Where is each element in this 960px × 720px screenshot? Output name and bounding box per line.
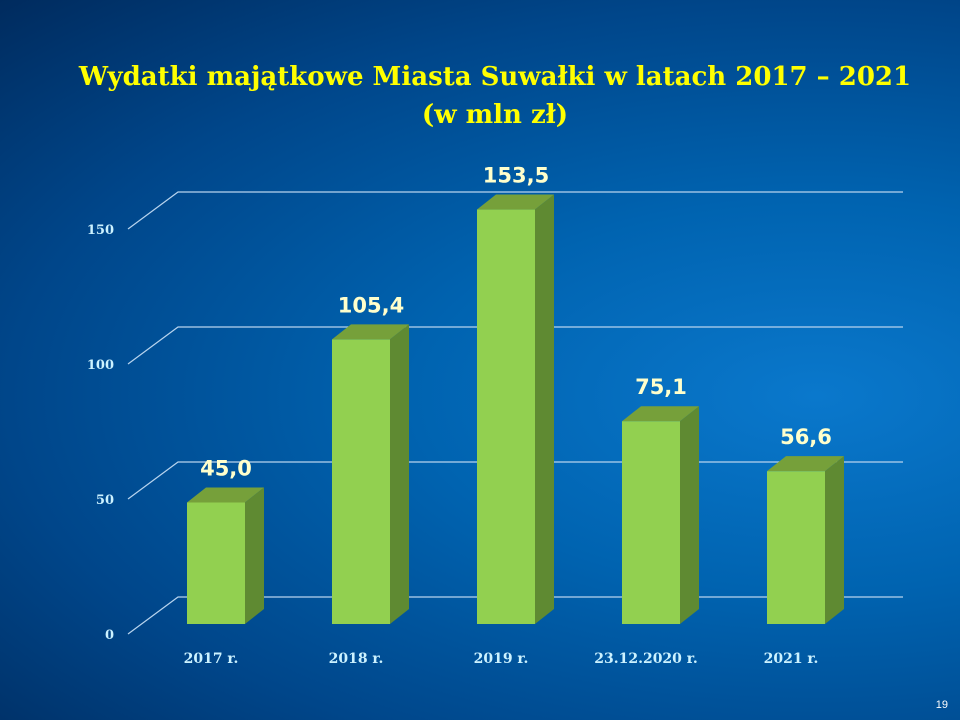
bar xyxy=(187,502,245,624)
bar-top xyxy=(477,194,554,210)
bar xyxy=(477,209,535,625)
bar-top xyxy=(767,456,844,472)
bar xyxy=(332,339,390,624)
data-label: 153,5 xyxy=(483,164,549,188)
bar xyxy=(622,421,680,624)
bar-side xyxy=(245,487,264,624)
y-tick-label: 50 xyxy=(96,493,114,508)
data-label: 56,6 xyxy=(780,425,832,449)
bar-side xyxy=(680,406,699,624)
y-tick-label: 0 xyxy=(105,628,114,643)
data-label: 45,0 xyxy=(200,457,252,481)
chart-title: Wydatki majątkowe Miasta Suwałki w latac… xyxy=(78,62,912,130)
x-tick-label: 2019 r. xyxy=(474,651,529,667)
x-tick-label: 23.12.2020 r. xyxy=(594,651,698,667)
bar-side xyxy=(390,324,409,624)
bar-top xyxy=(622,406,699,422)
bar-top xyxy=(187,487,264,503)
bar-top xyxy=(332,324,409,340)
gridline xyxy=(127,326,903,365)
bar-side xyxy=(535,194,554,625)
x-tick-label: 2017 r. xyxy=(184,651,239,667)
page-number: 19 xyxy=(935,699,948,711)
x-tick-label: 2021 r. xyxy=(764,651,819,667)
bar-side xyxy=(825,456,844,624)
y-tick-label: 150 xyxy=(87,223,114,238)
gridline xyxy=(127,191,903,230)
data-label: 75,1 xyxy=(635,375,687,399)
bar xyxy=(767,471,825,624)
data-label: 105,4 xyxy=(338,293,404,317)
x-tick-label: 2018 r. xyxy=(329,651,384,667)
y-tick-label: 100 xyxy=(87,358,114,373)
